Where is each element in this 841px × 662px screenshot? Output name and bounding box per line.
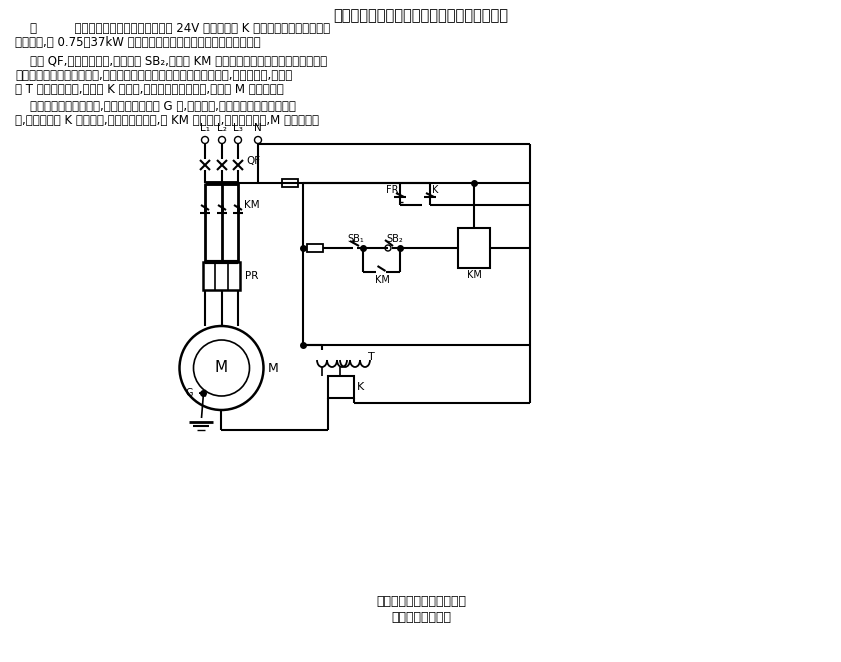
Text: 当电动机壳体内浸水时,水位上升到探针头 G 点,探针接地,变压器二次侧形成闭合回: 当电动机壳体内浸水时,水位上升到探针头 G 点,探针接地,变压器二次侧形成闭合回 <box>15 100 296 113</box>
Text: 用灵敏继电器保护小型异步: 用灵敏继电器保护小型异步 <box>376 595 466 608</box>
Text: T: T <box>368 352 375 362</box>
Text: 器 T 的二次侧开路,继电器 K 不得电,其常闭触点保持闭合,电动机 M 正常运转。: 器 T 的二次侧开路,继电器 K 不得电,其常闭触点保持闭合,电动机 M 正常运… <box>15 83 283 96</box>
Text: KM: KM <box>467 270 481 280</box>
Bar <box>307 244 323 252</box>
Text: N: N <box>254 123 262 133</box>
Text: 电动机的控制电路: 电动机的控制电路 <box>391 611 451 624</box>
Text: K: K <box>357 382 364 392</box>
Bar <box>458 228 490 268</box>
Text: SB₂: SB₂ <box>386 234 403 244</box>
Text: M: M <box>267 361 278 375</box>
Text: G: G <box>186 388 193 399</box>
Text: FR: FR <box>386 185 399 195</box>
Text: SB₁: SB₁ <box>347 234 364 244</box>
Bar <box>282 179 298 187</box>
Bar <box>203 262 240 290</box>
Text: KM: KM <box>244 200 260 210</box>
Text: 定子底槽中的探针不接触定,转子铁心或在位于机壳中的进水水位以上,或没有进水,则变压: 定子底槽中的探针不接触定,转子铁心或在位于机壳中的进水水位以上,或没有进水,则变… <box>15 69 293 82</box>
Text: 保护电路,对 0.75～37kW 电动机浸水或定转子相擦时实现自动保护。: 保护电路,对 0.75～37kW 电动机浸水或定转子相擦时实现自动保护。 <box>15 36 261 49</box>
Text: KM: KM <box>375 275 390 285</box>
Text: PR: PR <box>245 271 258 281</box>
Bar <box>328 376 354 398</box>
Text: L₃: L₃ <box>233 123 243 133</box>
Text: K: K <box>432 185 438 195</box>
Text: 用灵敏继电器保护小型异步电动机的控制电路: 用灵敏继电器保护小型异步电动机的控制电路 <box>334 8 509 23</box>
Text: L₁: L₁ <box>200 123 210 133</box>
Text: 合上 QF,接通三相电源,按下按钮 SB₂,接触器 KM 得电吸合并自锁。如果安装在电动机: 合上 QF,接通三相电源,按下按钮 SB₂,接触器 KM 得电吸合并自锁。如果安… <box>15 55 327 68</box>
Text: 图          所示异步电动机的保护电路为用 24V 灵敏继电器 K 和自制探针组成的电动机: 图 所示异步电动机的保护电路为用 24V 灵敏继电器 K 和自制探针组成的电动机 <box>15 22 331 35</box>
Text: 路,灵敏继电器 K 得电吸合,其常闭触点断开,使 KM 失电释放,其主触点断开,M 停止运转。: 路,灵敏继电器 K 得电吸合,其常闭触点断开,使 KM 失电释放,其主触点断开,… <box>15 114 319 127</box>
Text: QF: QF <box>246 156 260 166</box>
Text: L₂: L₂ <box>217 123 227 133</box>
Text: M: M <box>215 361 228 375</box>
